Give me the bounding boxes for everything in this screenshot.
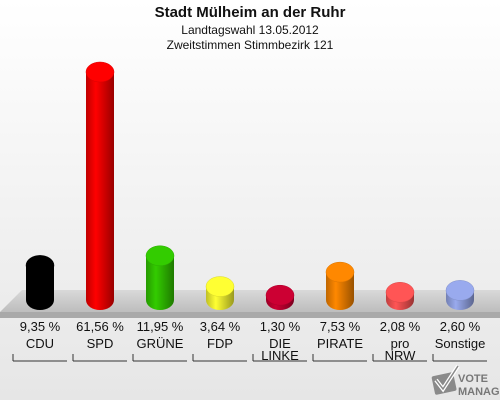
bar-top-sonstige <box>445 280 475 301</box>
value-label-spd: 61,56 % <box>76 319 124 334</box>
value-label-die-linke: 1,30 % <box>260 319 301 334</box>
bar-body-pirate <box>326 272 354 310</box>
bar-top-cdu <box>25 255 55 276</box>
category-label-cdu-1: CDU <box>26 336 54 351</box>
value-label-pro-nrw: 2,08 % <box>380 319 421 334</box>
bar-fdp <box>205 276 235 310</box>
chart-floor-edge <box>0 312 500 318</box>
bar-pirate <box>325 261 355 310</box>
bar-top-pirate <box>325 261 355 283</box>
bar-top-spd <box>85 61 115 83</box>
bar-top-fdp <box>205 276 235 297</box>
labels-group: 9,35 % CDU 61,56 % SPD 11,95 % GRÜNE 3,64 % FDP… <box>12 319 487 363</box>
category-label-sonstige-1: Sonstige <box>435 336 486 351</box>
category-label-die-linke-2: LINKE <box>261 348 299 363</box>
value-label-cdu: 9,35 % <box>20 319 61 334</box>
ballot-check-icon <box>431 364 460 395</box>
value-label-fdp: 3,64 % <box>200 319 241 334</box>
category-label-grüne-1: GRÜNE <box>137 336 184 351</box>
bars-group <box>25 61 475 310</box>
logo-line-2: MANAGER <box>458 386 500 398</box>
bar-grüne <box>145 245 175 310</box>
vote-manager-logo: VOTE MANAGER <box>431 364 500 398</box>
category-label-pro-nrw-2: NRW <box>385 348 417 363</box>
logo-line-1: VOTE <box>458 373 488 385</box>
category-label-spd-1: SPD <box>87 336 114 351</box>
chart-title: Stadt Mülheim an der Ruhr <box>155 4 346 21</box>
bar-pro-nrw <box>385 282 415 310</box>
category-label-pro-nrw-1: pro <box>391 336 410 351</box>
bar-spd <box>85 61 115 310</box>
bar-body-cdu <box>26 265 54 310</box>
category-label-pirate-1: PIRATE <box>317 336 363 351</box>
bar-die-linke <box>265 284 295 310</box>
bar-cdu <box>25 255 55 310</box>
value-label-pirate: 7,53 % <box>320 319 361 334</box>
chart-subtitle-election: Landtagswahl 13.05.2012 <box>181 23 319 37</box>
bar-top-die-linke <box>265 284 295 306</box>
value-label-grüne: 11,95 % <box>137 319 184 334</box>
category-label-die-linke-1: DIE <box>269 336 291 351</box>
bar-top-pro-nrw <box>385 282 415 303</box>
chart-floor <box>0 290 500 312</box>
bar-body-spd <box>86 72 114 310</box>
bar-body-grüne <box>146 255 174 310</box>
category-label-fdp-1: FDP <box>207 336 233 351</box>
bar-top-grüne <box>145 245 175 266</box>
bar-sonstige <box>445 280 475 310</box>
chart-subtitle-district: Zweitstimmen Stimmbezirk 121 <box>167 38 334 52</box>
value-label-sonstige: 2,60 % <box>440 319 481 334</box>
